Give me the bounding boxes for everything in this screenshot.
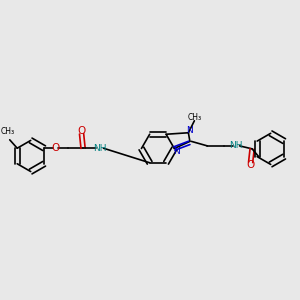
Text: O: O <box>247 160 255 170</box>
Text: NH: NH <box>93 144 106 153</box>
Text: N: N <box>187 126 193 135</box>
Text: O: O <box>77 126 86 136</box>
Text: NH: NH <box>229 141 242 150</box>
Text: CH₃: CH₃ <box>188 113 202 122</box>
Text: O: O <box>51 143 60 153</box>
Text: CH₃: CH₃ <box>1 127 15 136</box>
Text: N: N <box>173 147 180 156</box>
